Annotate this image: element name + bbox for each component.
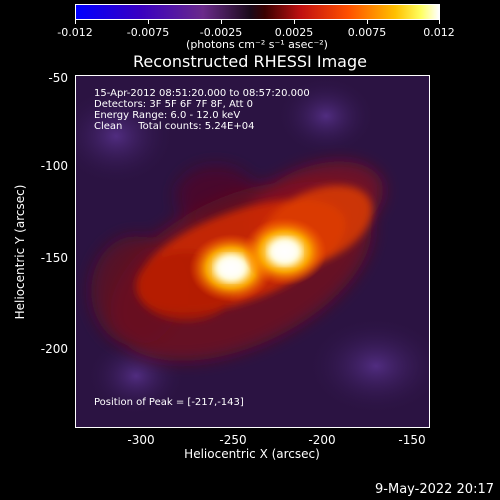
detectors-text: Detectors: 3F 5F 6F 7F 8F, Att 0 xyxy=(94,99,254,110)
image-title: Reconstructed RHESSI Image xyxy=(133,52,367,71)
energy-range-text: Energy Range: 6.0 - 12.0 keV xyxy=(94,110,241,121)
source-core xyxy=(215,255,248,282)
colorbar-tick xyxy=(367,20,368,24)
colorbar-tick xyxy=(148,20,149,24)
colorbar-tick-label: -0.0025 xyxy=(199,26,243,39)
y-tick-label: -100 xyxy=(40,159,68,173)
peak-position-text: Position of Peak = [-217,-143] xyxy=(94,397,244,408)
rhessi-image xyxy=(76,76,429,427)
background-patch xyxy=(306,316,429,416)
source-cores xyxy=(189,217,327,303)
background-patch xyxy=(76,86,176,186)
source-core xyxy=(268,238,301,265)
y-axis-label: Heliocentric Y (arcsec) xyxy=(13,184,27,320)
colorbar xyxy=(75,4,440,20)
colorbar-gradient xyxy=(76,5,439,19)
x-tick-label: -200 xyxy=(308,433,336,447)
y-tick-label: -200 xyxy=(40,342,68,356)
time-range-text: 15-Apr-2012 08:51:20.000 to 08:57:20.000 xyxy=(94,88,310,99)
colorbar-tick-label: -0.012 xyxy=(57,26,93,39)
x-axis-label: Heliocentric X (arcsec) xyxy=(184,447,320,461)
colorbar-unit-label: (photons cm⁻² s⁻¹ asec⁻²) xyxy=(186,38,328,51)
y-tick-label: -150 xyxy=(40,251,68,265)
background-patch xyxy=(276,76,376,156)
colorbar-tick-label: 0.0025 xyxy=(274,26,314,39)
colorbar-tick-label: 0.0075 xyxy=(347,26,387,39)
colorbar-tick-label: 0.012 xyxy=(423,26,455,39)
x-tick-label: -300 xyxy=(127,433,155,447)
colorbar-tick xyxy=(75,20,76,24)
x-tick-label: -250 xyxy=(219,433,247,447)
colorbar-tick-label: -0.0075 xyxy=(126,26,170,39)
colorbar-tick xyxy=(294,20,295,24)
x-tick-label: -150 xyxy=(398,433,426,447)
footer-timestamp: 9-May-2022 20:17 xyxy=(375,482,494,497)
rhessi-image-plot: 15-Apr-2012 08:51:20.000 to 08:57:20.000… xyxy=(75,75,430,428)
colorbar-tick xyxy=(439,20,440,24)
colorbar-tick xyxy=(221,20,222,24)
y-tick-label: -50 xyxy=(48,71,68,85)
clean-counts-text: Clean Total counts: 5.24E+04 xyxy=(94,121,255,132)
